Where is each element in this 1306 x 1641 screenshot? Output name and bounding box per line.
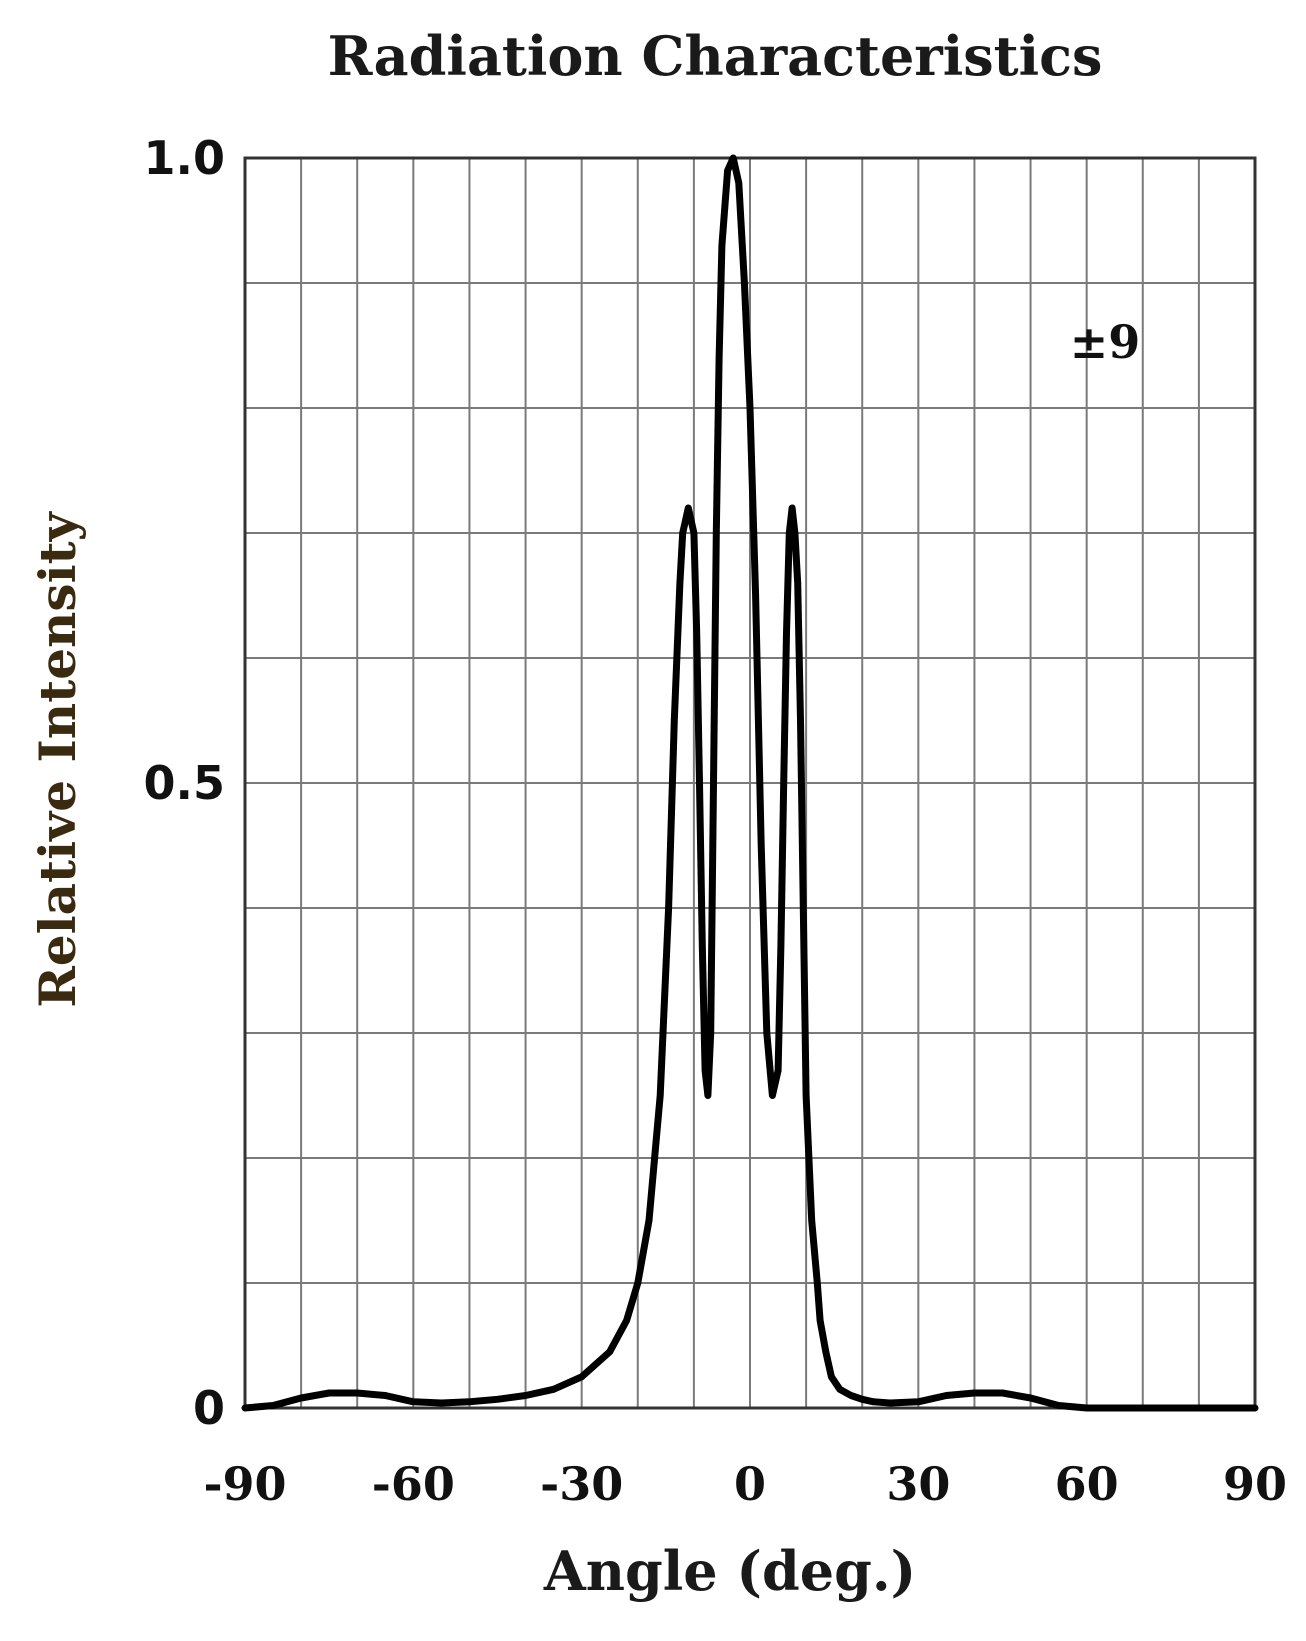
y-tick-labels: 0 0.5 1.0: [144, 131, 226, 1435]
curve-layer: [241, 154, 1259, 1412]
plot-frame: [243, 156, 1257, 1410]
x-tick-label: -90: [203, 1457, 286, 1511]
chart-title: Radiation Characteristics: [328, 24, 1103, 88]
x-tick-label: 60: [1055, 1457, 1119, 1511]
y-tick-label: 0.5: [144, 756, 226, 810]
x-tick-label: 0: [734, 1457, 766, 1511]
y-tick-label: 1.0: [144, 131, 226, 185]
y-tick-label: 0: [193, 1381, 225, 1435]
x-tick-label: 90: [1223, 1457, 1287, 1511]
x-tick-labels: -90 -60 -30 0 30 60 90: [203, 1457, 1287, 1511]
x-tick-label: 30: [886, 1457, 950, 1511]
x-axis-label: Angle (deg.): [543, 1539, 916, 1603]
x-tick-label: -60: [372, 1457, 455, 1511]
x-tick-label: -30: [540, 1457, 623, 1511]
intensity-curve: [241, 154, 1259, 1412]
y-axis-label: Relative Intensity: [28, 510, 87, 1007]
annotation-label: ±9: [1070, 315, 1141, 369]
